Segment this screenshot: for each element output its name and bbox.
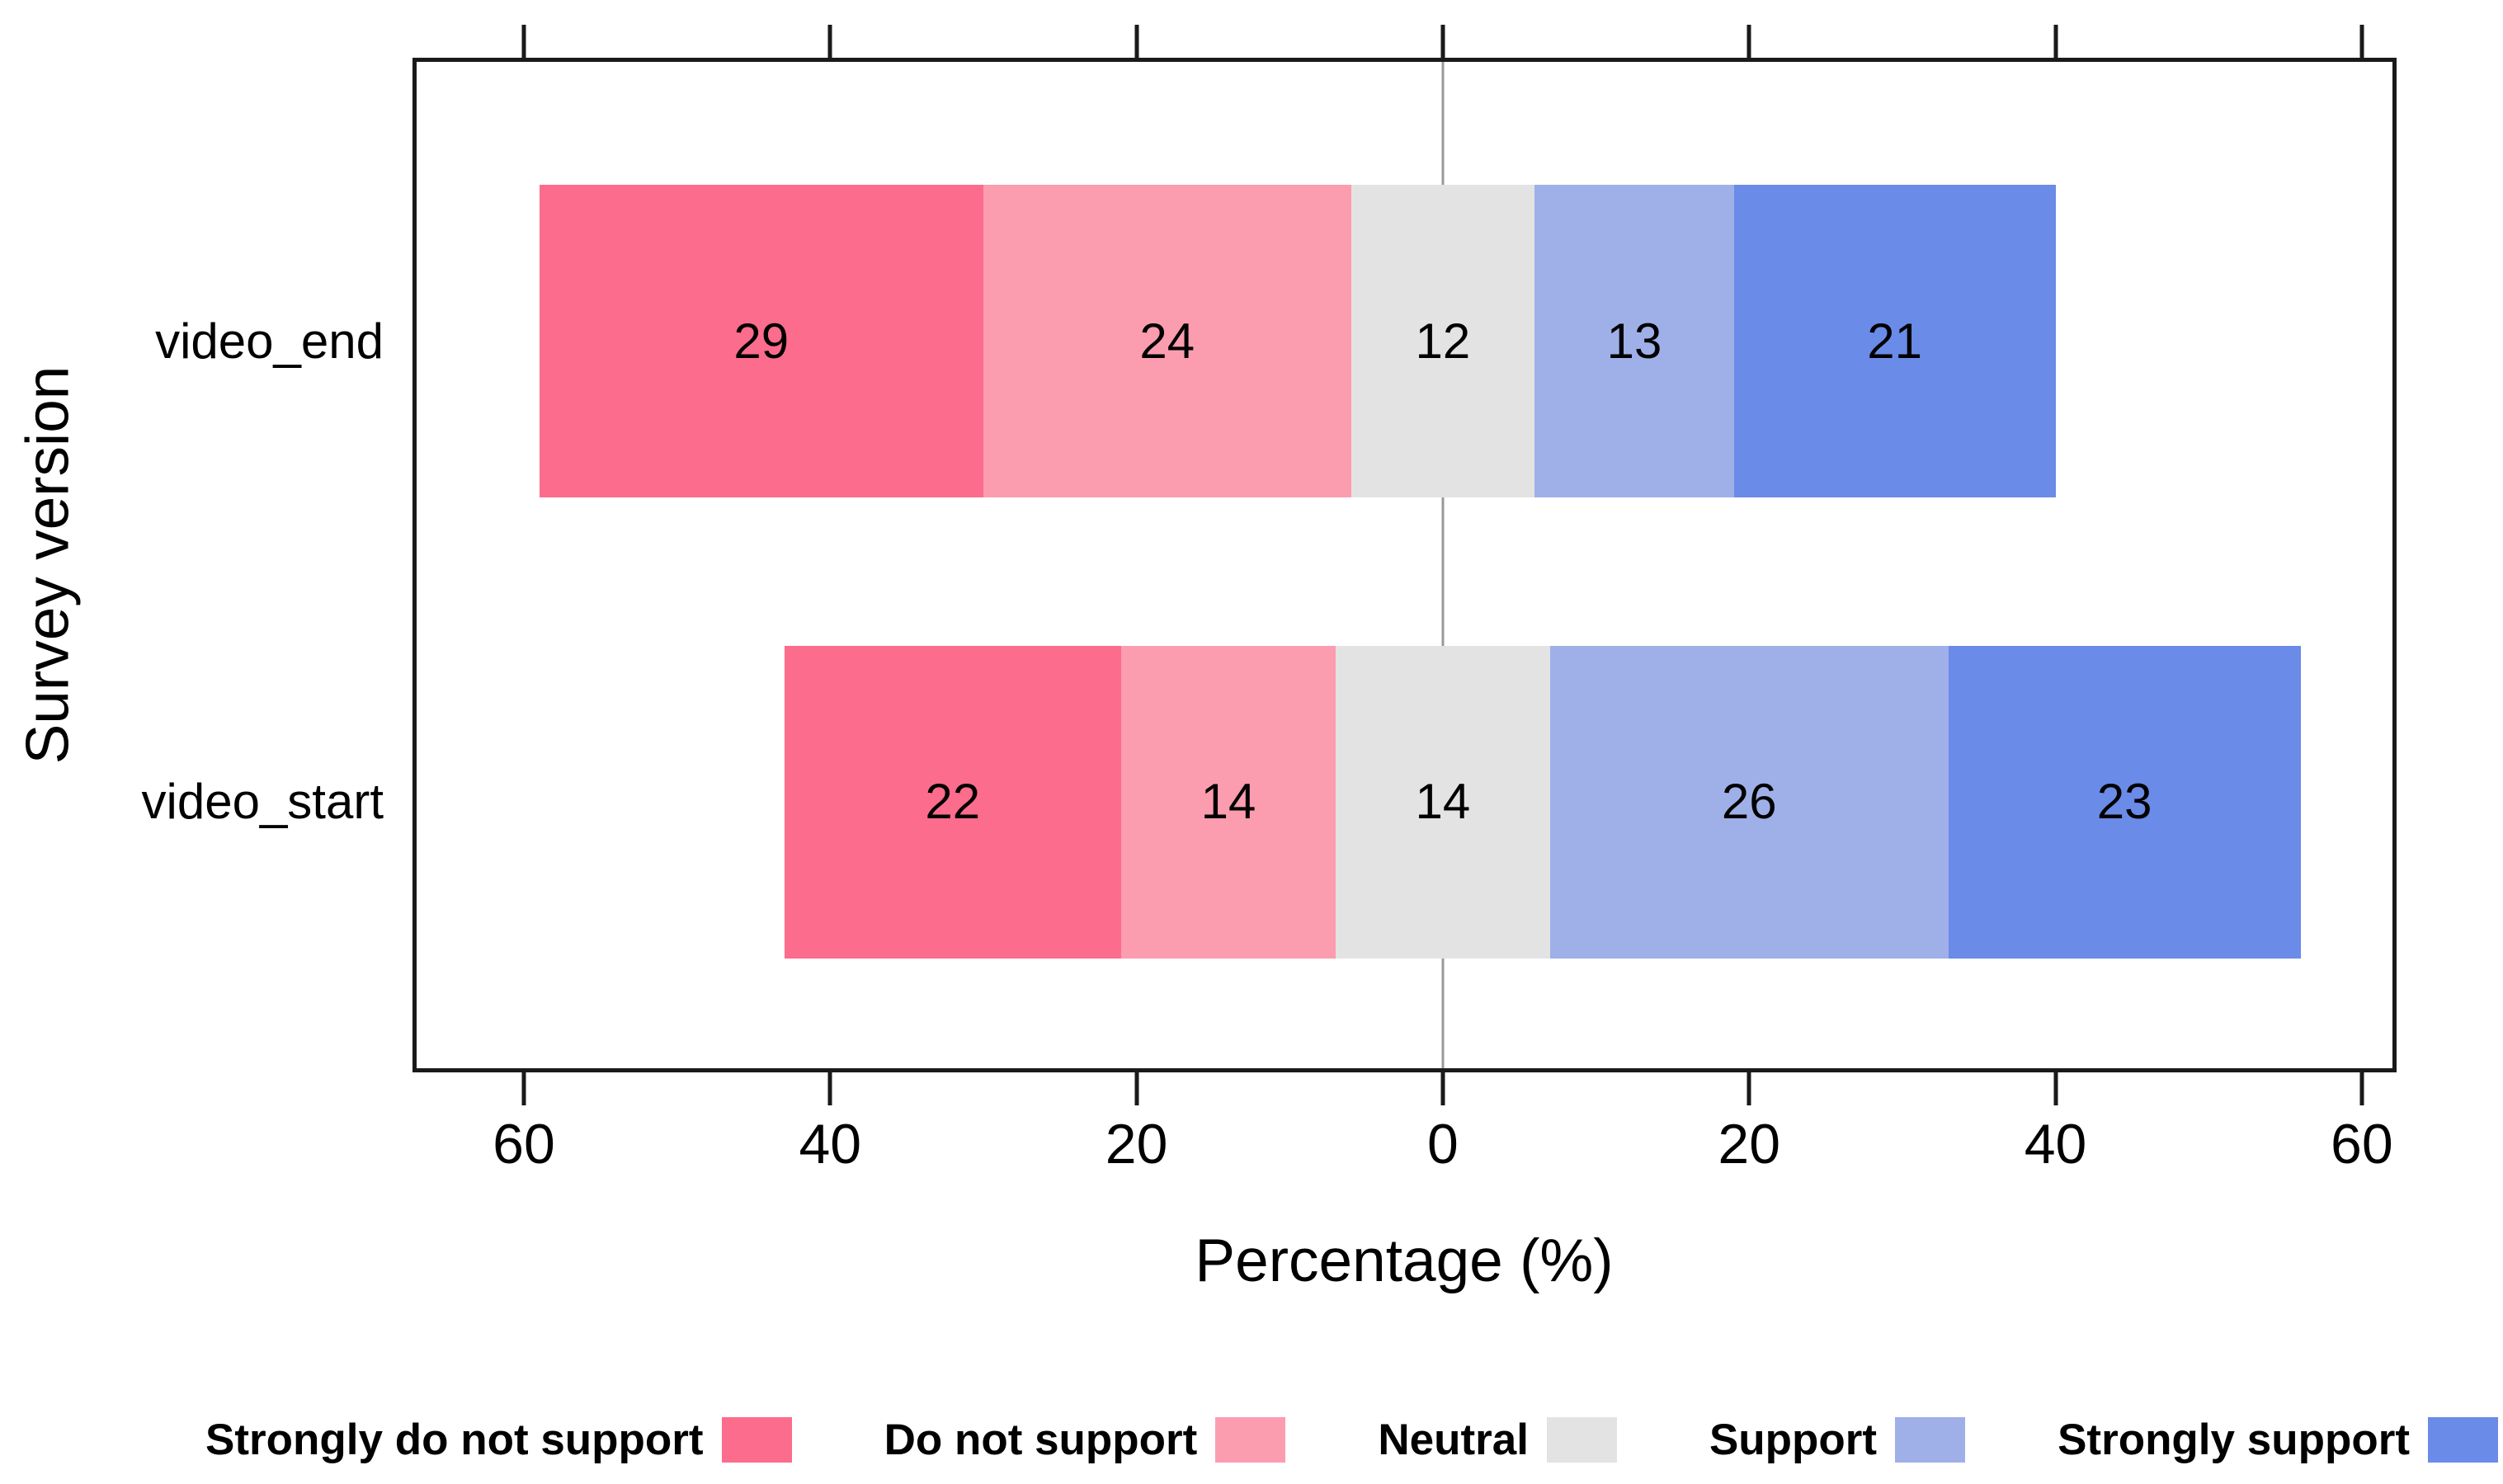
x-tick-bottom xyxy=(827,1072,832,1105)
bar-video-end: 29 24 12 13 21 xyxy=(539,184,2056,498)
x-tick-bottom xyxy=(521,1072,526,1105)
x-tick-top xyxy=(1440,25,1445,58)
legend-swatch-neutral xyxy=(1546,1416,1617,1463)
legend-entry-strongly-do-not-support: Strongly do not support xyxy=(205,1415,792,1464)
x-tick-top xyxy=(1746,25,1751,58)
legend-label-neutral: Neutral xyxy=(1378,1415,1529,1464)
segment-video-end-support: 13 xyxy=(1534,184,1734,498)
legend-swatch-strongly-do-not-support xyxy=(721,1416,792,1463)
zero-gridline xyxy=(1441,62,1445,1068)
value-label: 26 xyxy=(1721,774,1777,830)
y-axis-title: Survey version xyxy=(14,365,82,765)
segment-video-end-do-not-support: 24 xyxy=(983,184,1351,498)
x-tick-bottom xyxy=(2053,1072,2058,1105)
x-tick-bottom xyxy=(1746,1072,1751,1105)
x-tick-top xyxy=(521,25,526,58)
segment-video-start-strongly-support: 23 xyxy=(1948,645,2301,959)
x-tick-top xyxy=(827,25,832,58)
legend-entry-do-not-support: Do not support xyxy=(884,1415,1286,1464)
value-label: 24 xyxy=(1139,313,1195,369)
category-label-video-end: video_end xyxy=(155,313,384,369)
value-label: 12 xyxy=(1415,313,1471,369)
value-label: 14 xyxy=(1200,774,1256,830)
x-tick-label: 20 xyxy=(1105,1113,1168,1175)
x-tick-label: 60 xyxy=(2331,1113,2393,1175)
legend-swatch-do-not-support xyxy=(1215,1416,1286,1463)
legend-entry-strongly-support: Strongly support xyxy=(2058,1415,2498,1464)
segment-video-end-neutral: 12 xyxy=(1350,184,1535,498)
legend-swatch-support xyxy=(1895,1416,1966,1463)
x-tick-bottom xyxy=(1134,1072,1139,1105)
x-tick-label: 60 xyxy=(493,1113,555,1175)
x-tick-bottom xyxy=(2359,1072,2364,1105)
x-tick-top xyxy=(2053,25,2058,58)
category-label-video-start: video_start xyxy=(141,774,384,830)
legend-label-strongly-do-not-support: Strongly do not support xyxy=(205,1415,704,1464)
x-tick-top xyxy=(1134,25,1139,58)
segment-video-start-do-not-support: 14 xyxy=(1121,645,1336,959)
value-label: 22 xyxy=(925,774,981,830)
plot-area: 60 40 20 0 20 40 60 29 24 12 13 21 video_end 22 14 14 26… xyxy=(142,25,2397,1172)
segment-video-start-neutral: 14 xyxy=(1335,645,1550,959)
segment-video-start-support: 26 xyxy=(1549,645,1949,959)
segment-video-start-strongly-do-not-support: 22 xyxy=(784,645,1122,959)
x-tick-label: 0 xyxy=(1426,1113,1459,1175)
value-label: 29 xyxy=(733,313,790,369)
x-tick-label: 40 xyxy=(2024,1113,2087,1175)
value-label: 13 xyxy=(1606,313,1662,369)
legend-label-support: Support xyxy=(1709,1415,1878,1464)
bar-video-start: 22 14 14 26 23 xyxy=(784,645,2301,959)
legend: Strongly do not support Do not support Neu… xyxy=(0,1398,2498,1481)
legend-swatch-strongly-support xyxy=(2428,1416,2498,1463)
value-label: 23 xyxy=(2096,774,2152,830)
x-axis-title: Percentage (%) xyxy=(1195,1227,1614,1294)
x-tick-top xyxy=(2359,25,2364,58)
value-label: 21 xyxy=(1867,313,1922,369)
x-tick-bottom xyxy=(1440,1072,1445,1105)
value-label: 14 xyxy=(1415,774,1471,830)
legend-label-do-not-support: Do not support xyxy=(884,1415,1198,1464)
legend-entry-neutral: Neutral xyxy=(1378,1415,1617,1464)
segment-video-end-strongly-support: 21 xyxy=(1733,184,2056,498)
segment-video-end-strongly-do-not-support: 29 xyxy=(539,184,983,498)
x-tick-label: 40 xyxy=(799,1113,862,1175)
x-tick-label: 20 xyxy=(1718,1113,1781,1175)
legend-entry-support: Support xyxy=(1709,1415,1966,1464)
legend-label-strongly-support: Strongly support xyxy=(2058,1415,2410,1464)
